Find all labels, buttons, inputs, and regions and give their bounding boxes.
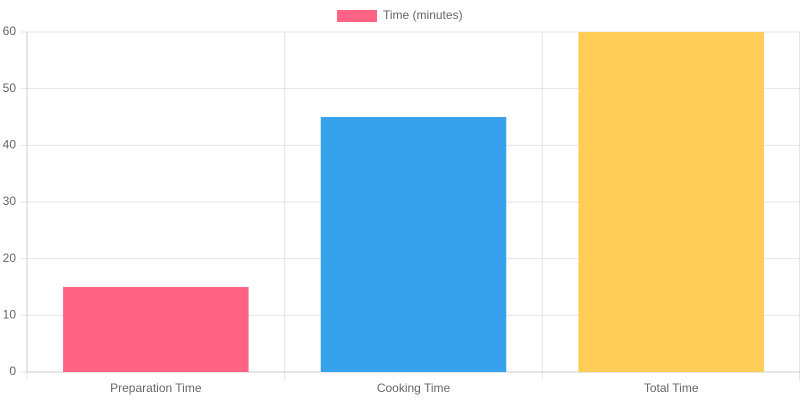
y-tick-label: 10 xyxy=(3,308,17,322)
y-tick-label: 30 xyxy=(3,194,17,208)
legend-label[interactable]: Time (minutes) xyxy=(383,8,463,22)
x-tick-label: Cooking Time xyxy=(377,381,451,395)
x-tick-label: Preparation Time xyxy=(110,381,202,395)
bar xyxy=(63,287,249,372)
y-tick-label: 20 xyxy=(3,251,17,265)
y-tick-label: 40 xyxy=(3,138,17,152)
bar xyxy=(320,117,507,372)
y-tick-label: 50 xyxy=(3,81,17,95)
legend-swatch xyxy=(337,10,377,22)
x-tick-label: Total Time xyxy=(644,381,699,395)
y-tick-label: 60 xyxy=(3,24,17,38)
bar xyxy=(578,32,764,372)
y-tick-label: 0 xyxy=(9,364,16,378)
